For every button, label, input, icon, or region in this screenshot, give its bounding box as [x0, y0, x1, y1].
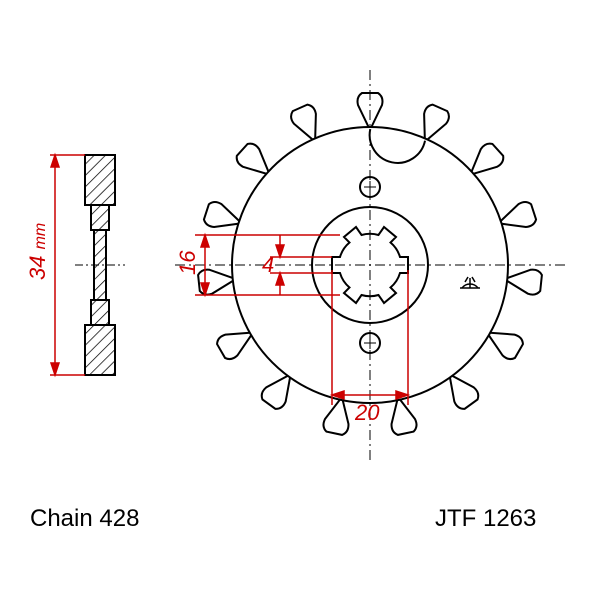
dim-label-34: 34 mm [25, 223, 50, 280]
dim-label-16: 16 [175, 250, 200, 275]
part-number-label: JTF 1263 [435, 505, 536, 533]
diagram-canvas: 34 mm [0, 0, 600, 600]
side-view [75, 155, 125, 375]
dim-label-4: 4 [262, 252, 274, 277]
chain-label: Chain 428 [30, 505, 139, 533]
dim-label-20: 20 [354, 400, 380, 425]
